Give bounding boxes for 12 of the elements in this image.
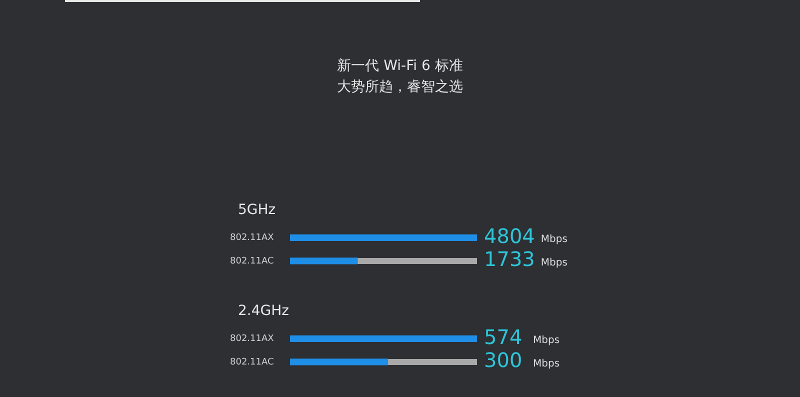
data-label: 4804 Mbps [484, 224, 568, 248]
y-tick-label: 802.11AX [230, 232, 274, 243]
y-tick-label: 802.11AC [230, 357, 274, 368]
chart-subtitle: 大势所趋，睿智之选 [336, 78, 464, 97]
data-label: 300 Mbps [484, 348, 560, 372]
legend-title: 2.4GHz [238, 303, 289, 319]
legend-title: 5GHz [238, 202, 276, 218]
y-tick-label: 802.11AC [230, 256, 274, 266]
chart-title: 新一代 Wi-Fi 6 标准 [336, 57, 464, 76]
data-label: 574 Mbps [484, 324, 560, 349]
data-label: 1733 Mbps [484, 247, 568, 272]
y-tick-label: 802.11AX [230, 334, 274, 344]
